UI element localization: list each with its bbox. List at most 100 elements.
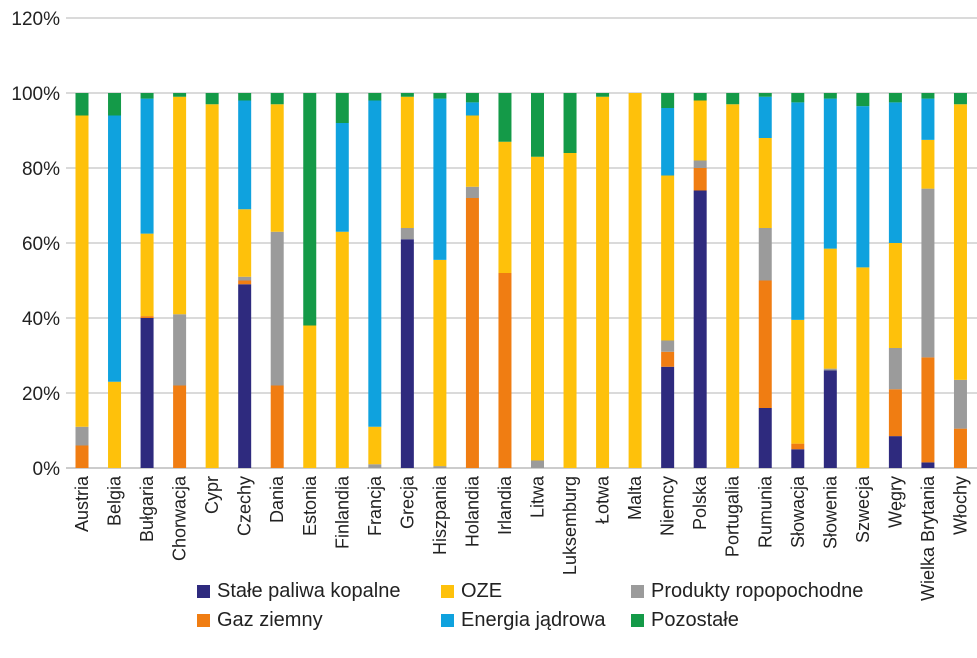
bar-segment (238, 276, 252, 281)
x-category-label: Portugalia (723, 475, 743, 557)
x-category-label: Polska (690, 475, 710, 530)
legend-label: Gaz ziemny (217, 609, 323, 631)
bar-segment (693, 160, 707, 168)
bar-segment (921, 98, 935, 140)
bar-segment (140, 233, 154, 317)
y-tick-label: 120% (11, 9, 60, 30)
bar-segment (953, 104, 967, 380)
legend-item-gaz-ziemny: Gaz ziemny (197, 609, 323, 632)
bar-segment (400, 93, 414, 97)
bar-segment (173, 93, 187, 97)
bar-segment (758, 280, 772, 408)
bar-segment (368, 100, 382, 427)
bar-segment (433, 259, 447, 467)
bar-segment (75, 445, 89, 468)
x-category-label: Węgry (885, 476, 905, 528)
bar-segment (856, 93, 870, 107)
bar-segment (661, 175, 675, 341)
bar-segment (335, 93, 349, 123)
bar-segment (596, 96, 610, 468)
y-tick-label: 0% (33, 459, 61, 480)
bar-segment (303, 93, 317, 326)
bar-segment (921, 93, 935, 99)
bars (75, 93, 967, 468)
bar-segment (303, 325, 317, 468)
bar-segment (335, 231, 349, 468)
legend-item-oze: OZE (441, 580, 502, 603)
bar-segment (400, 239, 414, 468)
x-axis-labels: Austria Belgia Bułgaria Chorwacja Cypr Czechy… (72, 475, 970, 601)
legend-item-produkty-ropopochodne: Produkty ropopochodne (631, 580, 863, 603)
x-category-label: Hiszpania (430, 475, 450, 555)
bar-segment (270, 104, 284, 232)
bar-segment (368, 426, 382, 465)
bar-segment (888, 93, 902, 103)
bar-segment (693, 190, 707, 468)
bar-segment (465, 102, 479, 116)
bar-segment (758, 408, 772, 468)
bar-segment (563, 93, 577, 153)
bar-segment (953, 379, 967, 429)
bar-segment (888, 389, 902, 437)
bar-segment (75, 93, 89, 116)
legend-label: Energia jądrowa (461, 609, 606, 631)
legend-swatch (631, 614, 644, 627)
bar-segment (140, 318, 154, 468)
y-tick-label: 40% (22, 309, 60, 330)
bar-segment (531, 93, 544, 157)
bar-segment (758, 96, 772, 138)
bar-segment (433, 93, 447, 99)
bar-segment (335, 123, 349, 232)
bar-segment (173, 314, 187, 386)
x-category-label: Czechy (235, 476, 255, 536)
x-category-label: Malta (625, 475, 645, 520)
x-category-label: Luksemburg (560, 476, 580, 575)
x-category-label: Wielka Brytania (918, 475, 938, 601)
x-category-label: Estonia (300, 475, 320, 536)
bar-segment (661, 366, 675, 468)
bar-segment (726, 104, 740, 468)
bar-segment (368, 93, 382, 101)
bar-segment (140, 98, 154, 234)
x-category-label: Litwa (528, 475, 548, 518)
bar-segment (270, 93, 284, 105)
bar-segment (758, 138, 772, 228)
bar-segment (791, 319, 805, 444)
bar-segment (661, 108, 675, 176)
bar-segment (823, 93, 837, 99)
bar-segment (823, 248, 837, 369)
bar-segment (465, 93, 479, 103)
x-category-label: Chorwacja (170, 475, 190, 561)
bar-segment (433, 466, 447, 468)
bar-segment (238, 280, 252, 285)
bar-segment (433, 98, 447, 260)
y-tick-label: 20% (22, 384, 60, 405)
x-category-label: Słowenia (820, 475, 840, 549)
bar-segment (791, 102, 805, 320)
x-category-label: Belgia (105, 475, 125, 526)
bar-segment (888, 348, 902, 390)
bar-segment (205, 93, 219, 105)
bar-segment (238, 100, 252, 210)
legend-swatch (441, 614, 454, 627)
bar-segment (921, 462, 935, 468)
bar-segment (888, 436, 902, 468)
bar-segment (531, 156, 544, 461)
gridlines (66, 17, 977, 469)
bar-segment (856, 106, 870, 268)
x-category-label: Rumunia (755, 475, 775, 548)
bar-segment (75, 426, 89, 446)
bar-segment (758, 228, 772, 281)
x-category-label: Austria (72, 475, 92, 532)
bar-segment (758, 93, 772, 97)
x-category-label: Cypr (202, 476, 222, 514)
bar-segment (823, 98, 837, 249)
bar-segment (823, 368, 837, 371)
bar-segment (498, 273, 512, 468)
bar-segment (661, 93, 675, 108)
x-category-label: Dania (267, 475, 287, 523)
bar-segment (400, 228, 414, 240)
y-tick-label: 100% (11, 84, 60, 105)
x-category-label: Holandia (462, 475, 482, 547)
